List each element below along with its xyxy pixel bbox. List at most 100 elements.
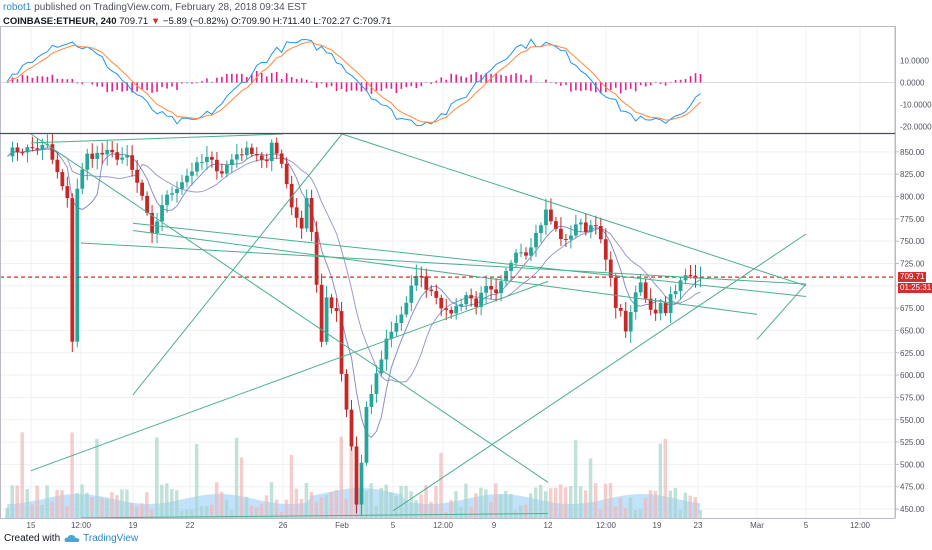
volume-bar <box>414 500 418 518</box>
candle-body <box>125 155 130 158</box>
candle-body <box>175 188 179 194</box>
candle-body <box>623 310 628 332</box>
volume-bar <box>698 510 702 518</box>
volume-bar <box>299 498 304 518</box>
candle-body <box>15 147 20 153</box>
volume-bar <box>219 491 224 518</box>
candle-body <box>50 144 55 160</box>
candle-body <box>588 225 593 233</box>
volume-bar <box>175 490 179 518</box>
publish-header: robot1 published on TradingView.com, Feb… <box>3 2 307 14</box>
candle-body <box>239 154 244 156</box>
price-tick-label: 600.00 <box>900 371 925 380</box>
volume-bar <box>658 443 663 518</box>
candle-body <box>130 155 135 170</box>
volume-bar <box>663 438 668 518</box>
volume-bar <box>424 485 428 518</box>
candle-body <box>185 175 189 183</box>
moving-average-slow <box>7 148 701 383</box>
volume-bar <box>474 493 478 518</box>
time-tick-label: 12:00 <box>596 521 617 530</box>
volume-bar <box>120 489 124 518</box>
candle-body <box>658 303 663 314</box>
candle-body <box>339 311 344 374</box>
volume-bar <box>618 497 623 518</box>
volume-bar <box>648 490 653 518</box>
price-tick-label: 800.00 <box>900 193 925 202</box>
volume-bar <box>409 491 413 518</box>
tradingview-brand[interactable]: TradingView <box>64 533 138 544</box>
time-axis[interactable]: 15 12:00 19 22 26 Feb 5 12:00 9 12 12:00 19 23 Mar 5 12… <box>27 521 871 530</box>
candle-body <box>304 198 309 229</box>
volume-bar <box>673 487 678 518</box>
volume-bar <box>548 488 553 518</box>
candle-body <box>215 159 219 172</box>
volume-bar <box>274 499 279 518</box>
volume-bar <box>95 438 99 518</box>
volume-bar <box>145 492 149 518</box>
volume-bar <box>60 490 64 518</box>
volume-area <box>5 432 702 518</box>
price-tick-label: 775.00 <box>900 215 925 224</box>
candle-body <box>379 359 384 374</box>
candle-body <box>544 209 548 226</box>
candle-body <box>598 225 603 240</box>
candle-body <box>229 159 234 166</box>
candle-body <box>25 147 30 153</box>
candle-body <box>150 212 154 234</box>
candle-body <box>374 373 379 394</box>
candle-body <box>583 222 588 233</box>
price-tick-label: 750.00 <box>900 237 925 246</box>
volume-bar <box>533 487 538 518</box>
volume-bar <box>688 495 693 518</box>
tradingview-cloud-icon <box>64 534 80 542</box>
volume-bar <box>339 436 344 518</box>
candle-body <box>200 162 204 164</box>
trendline <box>341 133 807 287</box>
volume-bar <box>469 506 473 518</box>
candle-body <box>30 147 35 149</box>
volume-bar <box>269 482 274 518</box>
candle-body <box>145 195 149 213</box>
volume-bar <box>593 483 598 518</box>
candle-body <box>419 275 424 277</box>
volume-bar <box>389 492 393 518</box>
volume-bar <box>70 432 74 518</box>
volume-bar <box>229 510 234 518</box>
candle-body <box>464 295 469 305</box>
volume-bar <box>479 487 483 518</box>
candle-body <box>205 156 209 163</box>
volume-bar <box>35 485 39 518</box>
symbol-label[interactable]: COINBASE:ETHEUR, 240 <box>3 16 117 27</box>
time-axis-background <box>0 519 896 535</box>
candle-body <box>135 169 140 183</box>
brand-label: TradingView <box>83 533 139 544</box>
volume-bar <box>324 494 329 518</box>
price-tick-label: 625.00 <box>900 349 925 358</box>
candle-body <box>469 295 474 299</box>
time-tick-label: 9 <box>492 521 497 530</box>
volume-bar <box>464 483 468 518</box>
volume-bar <box>304 483 309 518</box>
candle-body <box>613 277 618 308</box>
macd-axis[interactable]: 10.0000 0.0000 -10.0000 -20.0000 <box>900 56 932 131</box>
volume-bar <box>115 495 119 518</box>
volume-bar <box>135 505 139 518</box>
candle-body <box>314 231 319 285</box>
volume-bar <box>529 493 533 518</box>
last-price-tag: 709.71 <box>898 272 927 283</box>
candle-body <box>120 157 125 160</box>
candle-body <box>633 292 638 312</box>
series-legend: COINBASE:ETHEUR, 240 709.71 ▼ −5.89 (−0.… <box>3 16 391 28</box>
volume-bar <box>344 498 349 518</box>
candle-body <box>394 323 399 332</box>
volume-bar <box>379 488 383 518</box>
candle-body <box>65 186 70 199</box>
volume-bar <box>10 485 14 518</box>
volume-bar <box>100 497 104 518</box>
volume-bar <box>573 440 578 518</box>
volume-bar <box>234 437 239 518</box>
author-link[interactable]: robot1 <box>3 2 32 13</box>
